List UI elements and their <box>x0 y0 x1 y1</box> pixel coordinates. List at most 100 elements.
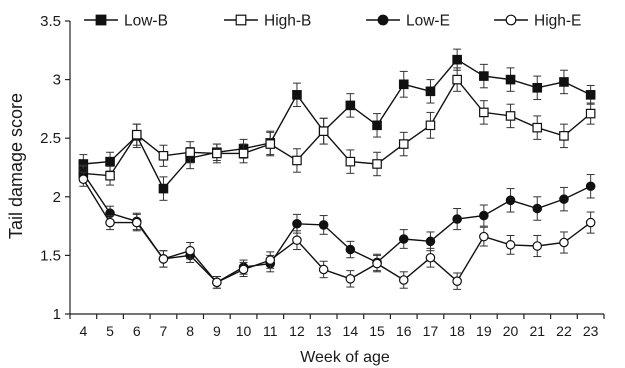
x-tick-label: 7 <box>160 323 168 339</box>
data-point <box>425 236 436 247</box>
data-point <box>452 214 462 224</box>
y-axis-label: Tail damage score <box>6 93 26 239</box>
legend-label: High-B <box>264 13 311 30</box>
legend-item: High-E <box>494 13 581 30</box>
x-tick-label: 16 <box>396 323 412 339</box>
data-point <box>425 252 436 263</box>
data-point <box>318 126 329 136</box>
data-point <box>158 183 169 194</box>
data-point <box>398 79 409 90</box>
data-point <box>131 217 142 228</box>
axes: 1 1.5 2 2.5 3 3.5 4 5 6 7 8 9 10 11 12 13 14 15 16 17 18 19 20… <box>40 13 605 339</box>
y-tick-label: 1 <box>53 306 61 323</box>
data-point <box>158 150 169 161</box>
data-point <box>505 111 516 121</box>
data-point <box>292 90 302 100</box>
series-high-e <box>78 171 596 290</box>
legend-item: High-B <box>224 13 311 30</box>
legend-label: Low-E <box>406 13 450 30</box>
x-tick-label: 11 <box>263 323 278 339</box>
x-tick-label: 6 <box>133 323 141 339</box>
data-point <box>398 139 409 149</box>
data-point <box>452 74 462 85</box>
legend-label: Low-B <box>124 13 168 30</box>
data-point <box>158 254 169 264</box>
data-point <box>559 77 569 87</box>
data-point <box>532 203 543 214</box>
y-tick-label: 2.5 <box>40 130 61 147</box>
data-point <box>345 100 356 111</box>
data-point <box>185 147 195 158</box>
data-point <box>479 231 489 242</box>
data-point <box>479 107 489 118</box>
data-point <box>532 83 543 93</box>
data-point <box>559 131 569 141</box>
x-tick-label: 15 <box>369 323 385 339</box>
x-tick-label: 17 <box>423 323 439 339</box>
x-tick-label: 20 <box>503 323 519 339</box>
legend-label: High-E <box>534 13 581 30</box>
data-point <box>585 90 596 100</box>
legend: Low-B High-B Low-E High-E <box>84 13 581 30</box>
data-point <box>505 74 516 85</box>
y-tick-label: 2 <box>53 189 61 206</box>
data-point <box>292 235 302 245</box>
data-point <box>318 264 329 275</box>
data-point <box>185 245 195 256</box>
x-tick-label: 21 <box>529 323 545 339</box>
data-point <box>425 120 436 131</box>
data-point <box>238 148 249 159</box>
y-tick-label: 3 <box>53 72 61 89</box>
x-tick-label: 5 <box>106 323 114 339</box>
data-point <box>452 54 462 65</box>
series-high-b <box>78 67 596 186</box>
legend-marker <box>377 14 389 26</box>
data-point <box>585 181 596 192</box>
data-point <box>105 170 115 181</box>
data-point <box>479 71 489 81</box>
data-point <box>559 194 569 204</box>
series-low-b <box>78 48 596 201</box>
data-point <box>345 274 356 284</box>
x-tick-label: 4 <box>79 323 87 339</box>
data-point <box>105 217 115 228</box>
x-axis-label: Week of age <box>300 349 390 366</box>
series-line <box>82 178 592 284</box>
y-tick-label: 1.5 <box>40 247 61 264</box>
data-point <box>372 258 382 269</box>
data-point <box>559 237 569 248</box>
plot-area <box>78 48 596 290</box>
data-point <box>212 277 222 288</box>
x-tick-label: 14 <box>343 323 359 339</box>
x-tick-label: 9 <box>213 323 221 339</box>
data-point <box>265 255 276 265</box>
x-tick-label: 10 <box>236 323 252 339</box>
data-point <box>585 217 596 228</box>
x-tick-label: 19 <box>476 323 492 339</box>
legend-item: Low-B <box>84 13 168 30</box>
x-tick-label: 12 <box>289 323 305 339</box>
data-point <box>345 244 356 255</box>
data-point <box>479 210 489 221</box>
data-point <box>292 155 302 166</box>
x-tick-label: 8 <box>186 323 194 339</box>
legend-item: Low-E <box>366 13 450 30</box>
data-point <box>532 122 543 133</box>
data-point <box>505 240 516 250</box>
data-point <box>78 174 89 185</box>
data-point <box>425 86 436 97</box>
data-point <box>238 264 249 275</box>
x-tick-label: 23 <box>583 323 599 339</box>
legend-marker <box>95 14 107 26</box>
data-point <box>345 156 356 167</box>
x-tick-label: 13 <box>316 323 332 339</box>
data-point <box>212 148 222 159</box>
data-point <box>372 159 382 169</box>
data-point <box>398 234 409 244</box>
data-point <box>265 139 276 149</box>
data-point <box>105 156 115 167</box>
series-low-e <box>78 165 596 289</box>
data-point <box>505 195 516 206</box>
data-point <box>532 241 543 251</box>
